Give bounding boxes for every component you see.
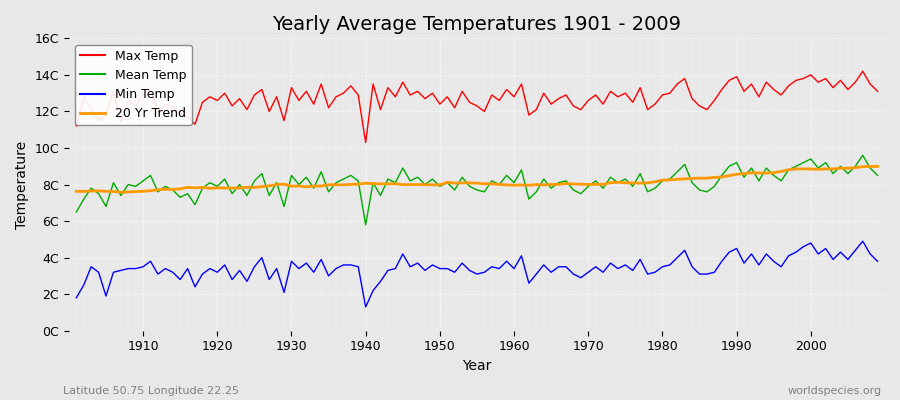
X-axis label: Year: Year — [463, 359, 491, 373]
Y-axis label: Temperature: Temperature — [15, 140, 29, 228]
Text: Latitude 50.75 Longitude 22.25: Latitude 50.75 Longitude 22.25 — [63, 386, 239, 396]
Legend: Max Temp, Mean Temp, Min Temp, 20 Yr Trend: Max Temp, Mean Temp, Min Temp, 20 Yr Tre… — [76, 44, 192, 125]
Text: worldspecies.org: worldspecies.org — [788, 386, 882, 396]
Title: Yearly Average Temperatures 1901 - 2009: Yearly Average Temperatures 1901 - 2009 — [273, 15, 681, 34]
